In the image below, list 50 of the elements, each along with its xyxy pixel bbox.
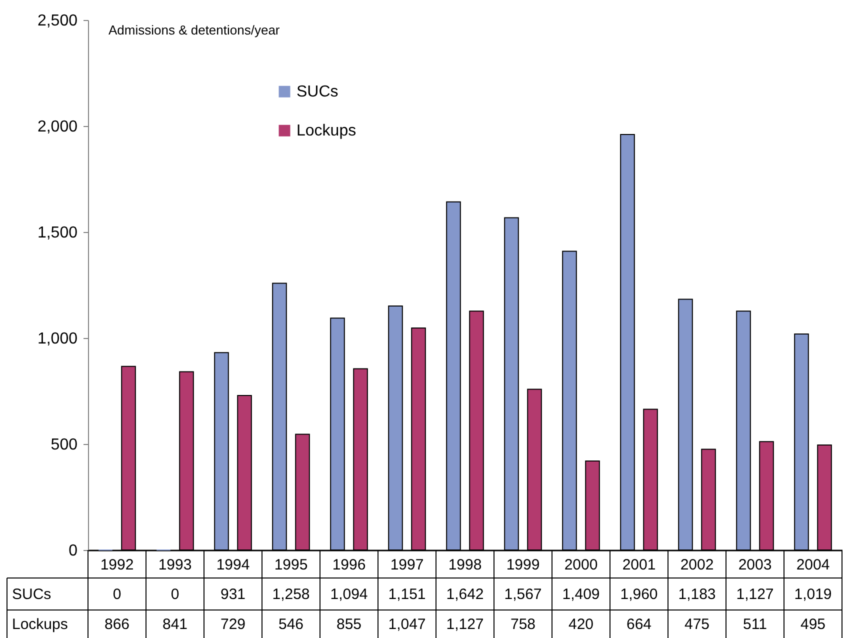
data-label: 1,567 bbox=[504, 586, 542, 603]
text: SUCs bbox=[12, 586, 52, 603]
data-label: 931 bbox=[220, 586, 246, 603]
x-tick-label: 2001 bbox=[622, 556, 656, 574]
data-label: 1,127 bbox=[736, 586, 774, 603]
y-tick-label: 2,000 bbox=[37, 118, 78, 136]
y-tick-label: 2,500 bbox=[37, 12, 78, 30]
x-tick-label: 1992 bbox=[100, 556, 134, 574]
data-label: 1,151 bbox=[388, 586, 426, 603]
data-label: 664 bbox=[626, 616, 652, 633]
legend-label: SUCs bbox=[296, 84, 338, 101]
x-tick-label: 1999 bbox=[506, 556, 540, 574]
x-tick-label: 2003 bbox=[738, 556, 772, 574]
data-label: 546 bbox=[278, 616, 304, 633]
y-tick-label: 500 bbox=[50, 436, 78, 454]
data-label: 1,047 bbox=[388, 616, 426, 633]
data-label: 495 bbox=[800, 616, 826, 633]
x-tick-label: 1995 bbox=[274, 556, 308, 574]
data-label: 866 bbox=[104, 616, 130, 633]
y-tick-label: 1,000 bbox=[37, 330, 78, 348]
x-tick-label: 1994 bbox=[216, 556, 250, 574]
data-label: 1,960 bbox=[620, 586, 658, 603]
x-tick-label: 1996 bbox=[332, 556, 366, 574]
data-label: 1,642 bbox=[446, 586, 484, 603]
data-label: 758 bbox=[510, 616, 536, 633]
x-tick-label: 2000 bbox=[564, 556, 598, 574]
data-label: 0 bbox=[170, 586, 180, 603]
x-tick-label: 2004 bbox=[796, 556, 830, 574]
y-axis-title: Admissions & detentions/year bbox=[108, 22, 280, 38]
x-tick-label: 2002 bbox=[680, 556, 714, 574]
text: Lockups bbox=[12, 616, 68, 633]
data-label: 1,183 bbox=[678, 586, 716, 603]
data-label: 729 bbox=[220, 616, 246, 633]
data-label: 1,409 bbox=[562, 586, 600, 603]
y-tick-label: 0 bbox=[68, 542, 78, 560]
data-label: 420 bbox=[568, 616, 594, 633]
x-tick-label: 1993 bbox=[158, 556, 192, 574]
data-label: 1,127 bbox=[446, 616, 484, 633]
x-tick-label: 1998 bbox=[448, 556, 482, 574]
data-label: 841 bbox=[162, 616, 188, 633]
data-label: 511 bbox=[743, 616, 767, 633]
data-label: 855 bbox=[336, 616, 362, 633]
data-label: 475 bbox=[684, 616, 710, 633]
data-label: 0 bbox=[112, 586, 122, 603]
x-tick-label: 1997 bbox=[390, 556, 424, 574]
y-tick-label: 1,500 bbox=[37, 224, 78, 242]
legend-label: Lockups bbox=[296, 122, 356, 140]
data-label: 1,094 bbox=[330, 586, 368, 603]
data-label: 1,258 bbox=[272, 586, 310, 603]
data-label: 1,019 bbox=[794, 586, 832, 603]
